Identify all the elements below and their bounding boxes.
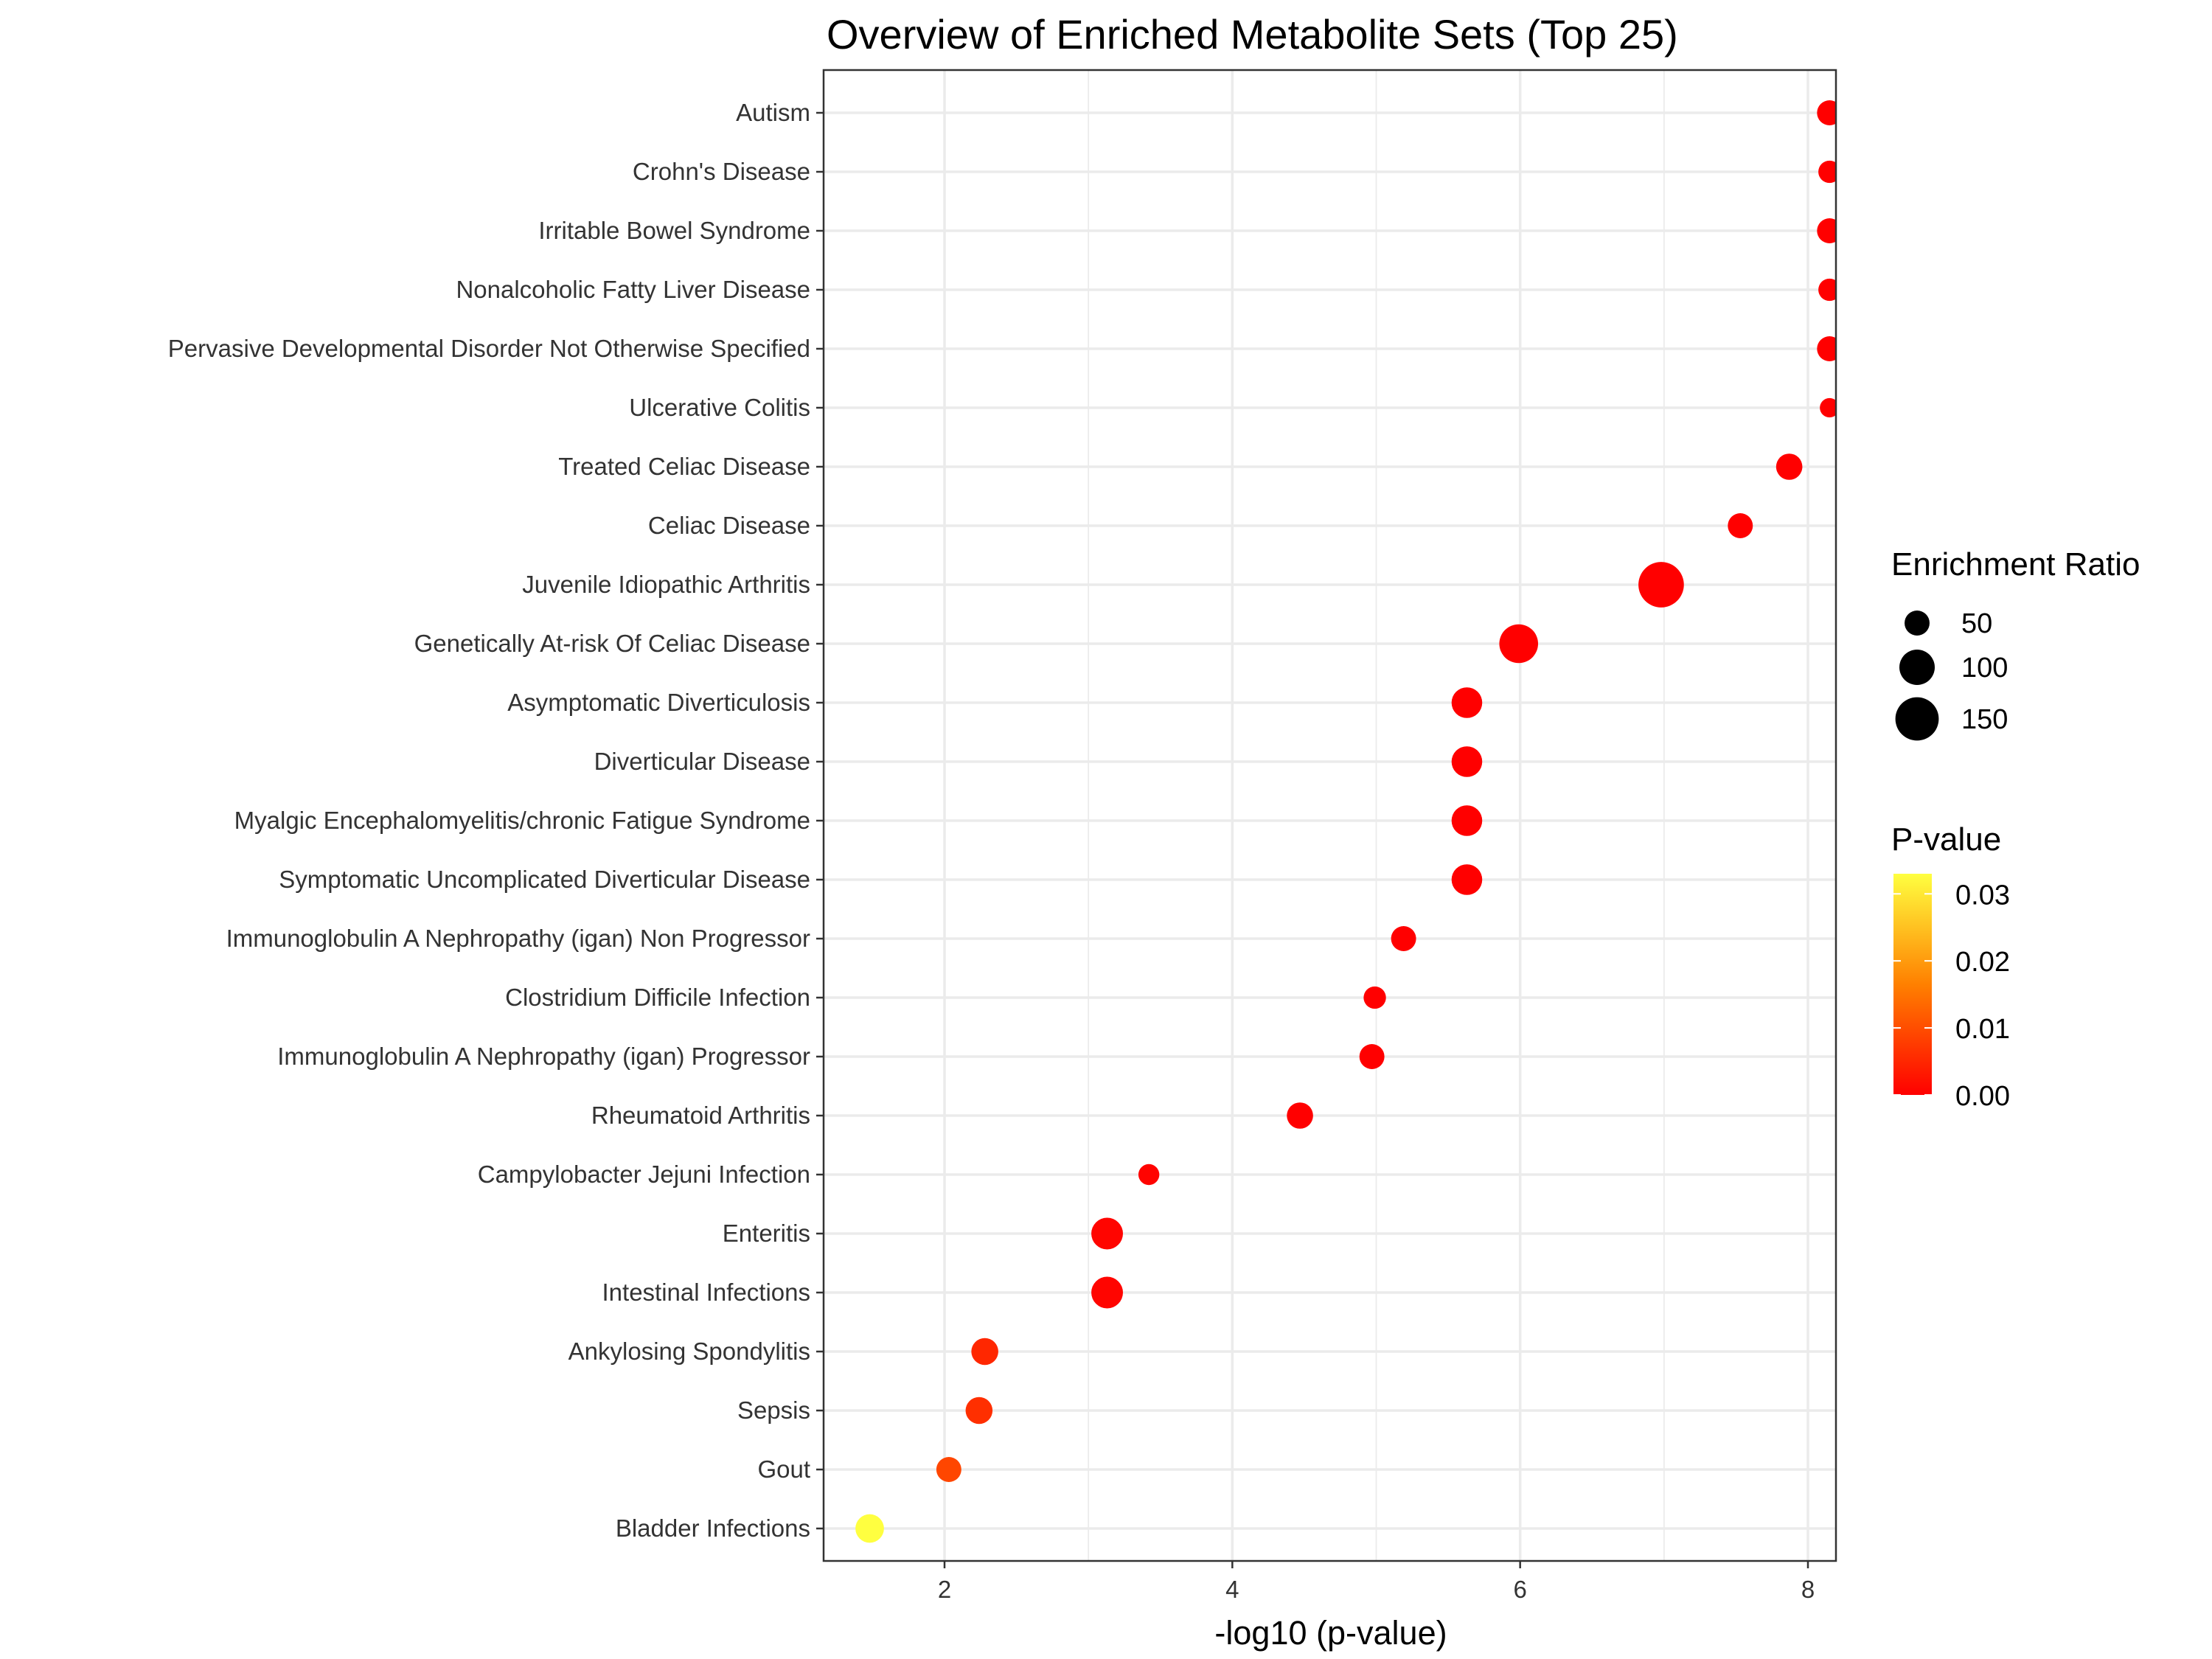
y-tick-label: Diverticular Disease xyxy=(594,748,810,775)
data-point xyxy=(1451,746,1483,777)
data-point xyxy=(1820,397,1836,418)
panel-border xyxy=(822,69,1837,1562)
data-point xyxy=(1091,1276,1124,1309)
size-legend-key xyxy=(1905,611,1930,636)
y-tick-label: Treated Celiac Disease xyxy=(558,453,810,480)
data-point xyxy=(1499,624,1539,664)
y-tick-label: Nonalcoholic Fatty Liver Disease xyxy=(456,276,810,303)
y-tick-label: Rheumatoid Arthritis xyxy=(591,1102,810,1129)
data-point xyxy=(1775,453,1803,480)
y-tick-label: Campylobacter Jejuni Infection xyxy=(478,1161,810,1188)
y-axis: Autism Crohn's Disease Irritable Bowel Syn… xyxy=(168,99,824,1542)
y-tick-label: Autism xyxy=(736,99,810,126)
y-tick-label: Pervasive Developmental Disorder Not Oth… xyxy=(168,335,810,362)
grid-lines xyxy=(824,70,1836,1561)
data-point xyxy=(936,1457,961,1482)
data-point xyxy=(1451,864,1483,895)
data-point xyxy=(1817,336,1836,361)
y-tick-label: Intestinal Infections xyxy=(602,1279,811,1306)
color-legend-label: 0.00 xyxy=(1955,1081,2010,1112)
data-point xyxy=(1138,1164,1160,1186)
y-tick-label: Irritable Bowel Syndrome xyxy=(538,217,810,244)
color-legend-title: P-value xyxy=(1891,821,2001,858)
color-legend-label: 0.01 xyxy=(1955,1014,2010,1045)
y-tick-label: Crohn's Disease xyxy=(633,158,810,185)
x-tick-label: 4 xyxy=(1225,1576,1239,1603)
y-tick-label: Bladder Infections xyxy=(616,1514,810,1542)
x-tick-label: 2 xyxy=(938,1576,951,1603)
data-point xyxy=(1728,513,1753,538)
y-tick-label: Juvenile Idiopathic Arthritis xyxy=(522,571,810,598)
data-point xyxy=(1091,1217,1124,1250)
y-tick-label: Sepsis xyxy=(737,1397,810,1424)
data-point xyxy=(1451,805,1483,836)
y-tick-label: Immunoglobulin A Nephropathy (igan) Non … xyxy=(226,925,810,952)
x-tick-label: 6 xyxy=(1513,1576,1526,1603)
data-point xyxy=(1817,100,1836,125)
y-tick-label: Celiac Disease xyxy=(648,512,810,539)
size-legend-title: Enrichment Ratio xyxy=(1891,546,2140,582)
data-point xyxy=(1287,1102,1313,1129)
data-point xyxy=(1817,218,1836,243)
y-tick-label: Gout xyxy=(757,1455,810,1483)
color-legend-label: 0.03 xyxy=(1955,880,2010,911)
size-legend: Enrichment Ratio 50 100 150 xyxy=(1891,546,2140,741)
size-legend-key xyxy=(1899,650,1935,685)
color-legend-bar xyxy=(1893,874,1932,1095)
y-tick-label: Clostridium Difficile Infection xyxy=(505,984,810,1011)
data-point xyxy=(1818,278,1836,302)
y-tick-label: Immunoglobulin A Nephropathy (igan) Prog… xyxy=(277,1043,810,1070)
color-legend-label: 0.02 xyxy=(1955,947,2010,978)
size-legend-key xyxy=(1895,697,1939,741)
data-point xyxy=(1359,1044,1385,1069)
y-tick-label: Myalgic Encephalomyelitis/chronic Fatigu… xyxy=(234,807,810,834)
data-point xyxy=(1638,562,1684,608)
color-legend: P-value 0.00 0.01 0.02 0.03 xyxy=(1891,821,2010,1112)
size-legend-label: 50 xyxy=(1961,608,1992,639)
data-point xyxy=(1391,926,1416,951)
y-tick-label: Ankylosing Spondylitis xyxy=(568,1338,810,1365)
size-legend-label: 100 xyxy=(1961,653,2008,684)
x-axis: 2 4 6 8 xyxy=(938,1561,1815,1603)
chart-title: Overview of Enriched Metabolite Sets (To… xyxy=(827,11,1678,58)
data-point xyxy=(1818,160,1836,184)
data-point xyxy=(1363,986,1386,1009)
data-point xyxy=(965,1397,993,1425)
x-tick-label: 8 xyxy=(1801,1576,1815,1603)
y-tick-label: Asymptomatic Diverticulosis xyxy=(507,689,810,716)
y-tick-label: Ulcerative Colitis xyxy=(629,394,810,421)
x-axis-label: -log10 (p-value) xyxy=(1214,1614,1447,1652)
data-point xyxy=(1451,687,1483,718)
data-points xyxy=(855,100,1836,1543)
data-point xyxy=(971,1338,998,1366)
y-tick-label: Genetically At-risk Of Celiac Disease xyxy=(414,630,810,657)
data-point xyxy=(855,1514,884,1543)
y-tick-label: Enteritis xyxy=(723,1220,810,1247)
size-legend-label: 150 xyxy=(1961,704,2008,735)
y-tick-label: Symptomatic Uncomplicated Diverticular D… xyxy=(279,866,810,893)
